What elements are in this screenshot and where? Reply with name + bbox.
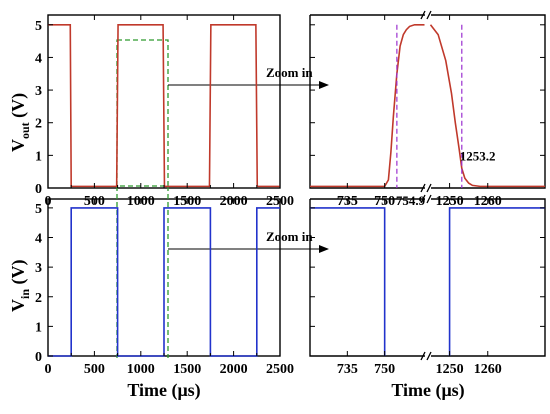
vin_full-ytick-label: 5 [35,202,42,217]
vin_full-ytick-label: 2 [35,291,42,306]
vin_full-xtick-label: 1000 [127,362,155,377]
vin-ylabel: Vin (V) [8,259,32,312]
vout-ylabel: Vout (V) [8,93,32,152]
zoom-label-bottom: Zoom in [266,229,313,244]
axis-break-marks [420,10,432,361]
vin-zoom-panel [309,198,546,357]
vout_full-series-line-0 [48,23,280,188]
vin_zoom-xtick-label: 1260 [474,362,502,377]
zoom-selection-box [116,39,169,187]
vin_full-xtick-label: 2000 [220,362,248,377]
vout_full-ytick-label: 3 [35,84,42,99]
vout_full-ytick-label: 4 [35,51,42,66]
vin_full-xtick-label: 500 [84,362,105,377]
vin_full-ytick-label: 0 [35,350,42,365]
vout_zoom-marker-label-0: 754.9 [396,193,426,208]
vin_full-ytick-label: 1 [35,320,42,335]
vin_full-xtick-label: 0 [45,362,52,377]
xlabel-left: Time (μs) [127,380,200,401]
vin_zoom-xtick-label: 750 [374,362,395,377]
chart-marks: 0500100015002000250001234573575012501260… [35,15,545,377]
vin_full-xtick-label: 1500 [173,362,201,377]
vout-zoom-panel [309,14,546,189]
vout_zoom-marker-label-1: 1253.2 [460,148,496,163]
vin_zoom-series-line-0 [310,207,545,356]
vout_full-ytick-label: 1 [35,149,42,164]
vout_full-ytick-label: 2 [35,117,42,132]
vin_full-series-line-0 [48,207,280,357]
vout_full-ytick-label: 0 [35,182,42,197]
vin_zoom-xtick-label: 1250 [436,362,464,377]
zoom-guide-lines [116,186,169,358]
vin_zoom-xtick-label: 735 [337,362,358,377]
vin_full-xtick-label: 2500 [266,362,294,377]
vout_zoom-series-line-0 [310,23,545,188]
zoom-label-top: Zoom in [266,65,313,80]
vout_full-ytick-label: 5 [35,19,42,34]
xlabel-right: Time (μs) [391,380,464,401]
vin_full-ytick-label: 3 [35,261,42,276]
vin_full-ytick-label: 4 [35,232,42,247]
